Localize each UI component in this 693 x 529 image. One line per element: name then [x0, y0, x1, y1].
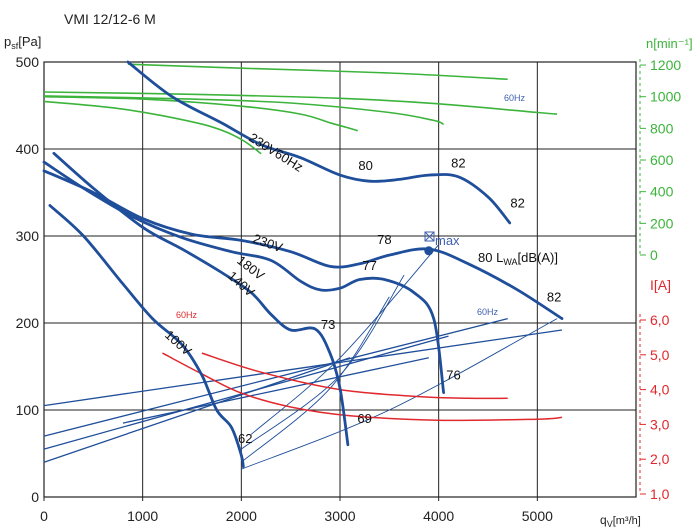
pressure-curve	[48, 204, 245, 468]
rpm-tick-label: 200	[650, 215, 674, 231]
max-box-icon	[424, 231, 435, 242]
sound-level-label: 62	[238, 431, 252, 446]
rpm-curve	[127, 63, 508, 81]
frequency-label: 60Hz	[477, 307, 499, 317]
resistance-parabola	[241, 318, 558, 470]
y-tick-label: 500	[16, 54, 40, 70]
max-box-cross	[424, 231, 435, 242]
max-point-layer: max 80 LWA[dB(A)]	[424, 231, 558, 267]
rpm-curve	[43, 91, 558, 115]
pressure-curves-layer	[42, 60, 564, 468]
rpm-curve	[43, 100, 262, 155]
rpm-tick-label: 400	[650, 184, 674, 200]
rpm-tick-label: 1000	[650, 89, 681, 105]
x-tick-label: 2000	[226, 508, 257, 524]
max-point-marker	[424, 246, 434, 256]
system-line	[43, 317, 508, 437]
sound-level-label: 78	[377, 232, 391, 247]
system-line	[122, 357, 429, 424]
current-axis-label: I[A]	[650, 277, 671, 293]
current-tick-label: 4,0	[650, 382, 670, 398]
resistance-parabola	[250, 244, 440, 435]
sound-level-label: 69	[357, 411, 371, 426]
rpm-curve	[43, 95, 444, 126]
current-tick-label: 1,0	[650, 486, 670, 502]
x-tick-label: 4000	[423, 508, 454, 524]
sound-level-label: 76	[446, 368, 460, 383]
system-line	[43, 329, 563, 407]
y-tick-label: 200	[16, 315, 40, 331]
max-label: max	[435, 233, 460, 248]
frequency-label: 60Hz	[504, 93, 526, 103]
rpm-axis-label: n[min⁻¹]	[646, 36, 693, 51]
sound-level-label: 80	[358, 158, 372, 173]
x-tick-label: 1000	[127, 508, 158, 524]
resistance-parabola	[241, 274, 405, 450]
y-axis-label: psf[Pa]	[4, 34, 41, 51]
pressure-curve	[42, 169, 564, 320]
sound-level-label: 73	[321, 317, 335, 332]
axes: 0 1000 2000 3000 4000 50000100200300400500020…	[16, 54, 682, 524]
frequency-label: 60Hz	[176, 310, 198, 320]
curve-voltage-label: 230V	[251, 231, 285, 256]
resistance-parabola	[241, 296, 390, 463]
x-tick-label: 5000	[522, 508, 553, 524]
rpm-tick-label: 600	[650, 152, 674, 168]
x-tick-label: 3000	[324, 508, 355, 524]
current-tick-label: 3,0	[650, 416, 670, 432]
current-curve	[201, 352, 508, 400]
pressure-curve	[126, 60, 512, 225]
sound-level-label: 82	[547, 289, 561, 304]
curve-voltage-label: 230V60Hz	[246, 130, 305, 175]
chart-title: VMI 12/12-6 M	[64, 11, 156, 27]
x-tick-label: 0	[40, 508, 48, 524]
pressure-curve	[52, 151, 350, 447]
current-tick-label: 5,0	[650, 347, 670, 363]
current-curves-layer	[162, 352, 563, 422]
current-curve	[162, 352, 563, 422]
sound-level-label: 82	[451, 155, 465, 170]
rpm-curves-layer	[43, 63, 558, 155]
y-tick-label: 100	[16, 402, 40, 418]
rpm-curve	[43, 95, 359, 132]
y-tick-label: 400	[16, 141, 40, 157]
lwa-label: 80 LWA[dB(A)]	[478, 250, 558, 267]
pressure-curve	[42, 160, 445, 394]
sound-level-label: 82	[510, 195, 524, 210]
sound-level-label: 77	[362, 258, 376, 273]
x-axis-label: qV[m³/h]	[600, 513, 641, 529]
current-tick-label: 6,0	[650, 312, 670, 328]
y-tick-label: 300	[16, 228, 40, 244]
current-tick-label: 2,0	[650, 451, 670, 467]
rpm-tick-label: 1200	[650, 57, 681, 73]
thin-lines-layer	[43, 244, 563, 470]
y-tick-label: 0	[31, 489, 39, 505]
system-line	[43, 357, 351, 463]
rpm-tick-label: 800	[650, 120, 674, 136]
rpm-tick-label: 0	[650, 247, 658, 263]
